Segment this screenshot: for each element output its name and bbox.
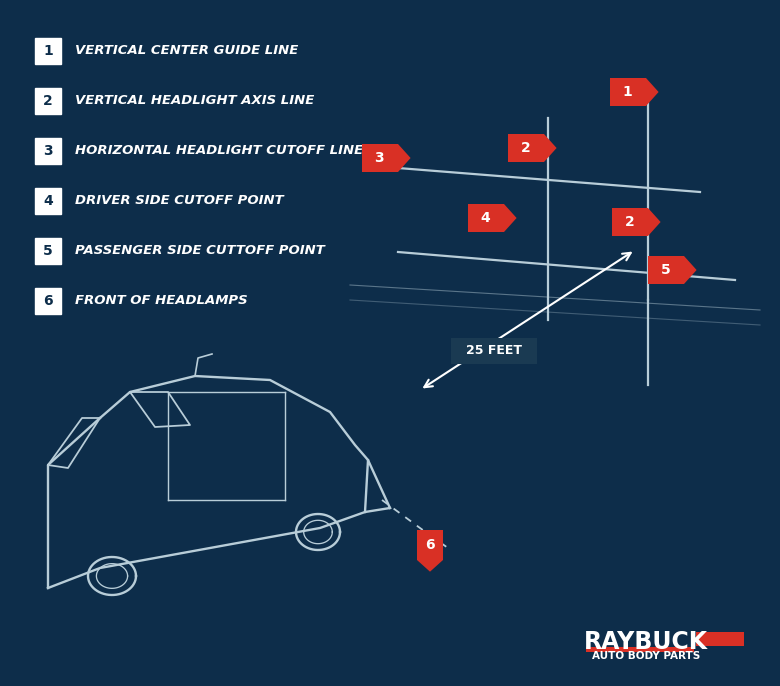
FancyBboxPatch shape — [35, 88, 61, 114]
Text: DRIVER SIDE CUTOFF POINT: DRIVER SIDE CUTOFF POINT — [75, 195, 284, 207]
Text: 5: 5 — [661, 263, 670, 277]
Polygon shape — [468, 204, 516, 232]
Polygon shape — [612, 208, 661, 236]
FancyBboxPatch shape — [35, 238, 61, 264]
Text: VERTICAL HEADLIGHT AXIS LINE: VERTICAL HEADLIGHT AXIS LINE — [75, 95, 314, 108]
Text: 1: 1 — [43, 44, 53, 58]
Text: 3: 3 — [43, 144, 53, 158]
Text: 4: 4 — [43, 194, 53, 208]
Text: 2: 2 — [520, 141, 530, 155]
Text: 6: 6 — [425, 538, 434, 552]
FancyBboxPatch shape — [35, 288, 61, 314]
Text: 5: 5 — [43, 244, 53, 258]
Text: 3: 3 — [374, 151, 384, 165]
Text: 2: 2 — [43, 94, 53, 108]
FancyBboxPatch shape — [586, 647, 694, 652]
Text: FRONT OF HEADLAMPS: FRONT OF HEADLAMPS — [75, 294, 247, 307]
FancyBboxPatch shape — [451, 338, 537, 364]
FancyBboxPatch shape — [35, 188, 61, 214]
Text: 4: 4 — [480, 211, 490, 225]
Text: 1: 1 — [622, 85, 632, 99]
FancyBboxPatch shape — [35, 138, 61, 164]
Text: 6: 6 — [43, 294, 53, 308]
Text: 2: 2 — [625, 215, 634, 229]
Polygon shape — [648, 256, 697, 284]
Text: AUTO BODY PARTS: AUTO BODY PARTS — [592, 651, 700, 661]
FancyBboxPatch shape — [35, 38, 61, 64]
Polygon shape — [610, 78, 658, 106]
FancyBboxPatch shape — [696, 632, 744, 646]
Text: VERTICAL CENTER GUIDE LINE: VERTICAL CENTER GUIDE LINE — [75, 45, 298, 58]
Polygon shape — [362, 144, 410, 172]
Text: 25 FEET: 25 FEET — [466, 344, 522, 357]
Text: HORIZONTAL HEADLIGHT CUTOFF LINE: HORIZONTAL HEADLIGHT CUTOFF LINE — [75, 145, 363, 158]
Polygon shape — [508, 134, 557, 162]
Text: RAYBUCK: RAYBUCK — [584, 630, 708, 654]
Text: PASSENGER SIDE CUTTOFF POINT: PASSENGER SIDE CUTTOFF POINT — [75, 244, 324, 257]
Polygon shape — [417, 530, 443, 571]
